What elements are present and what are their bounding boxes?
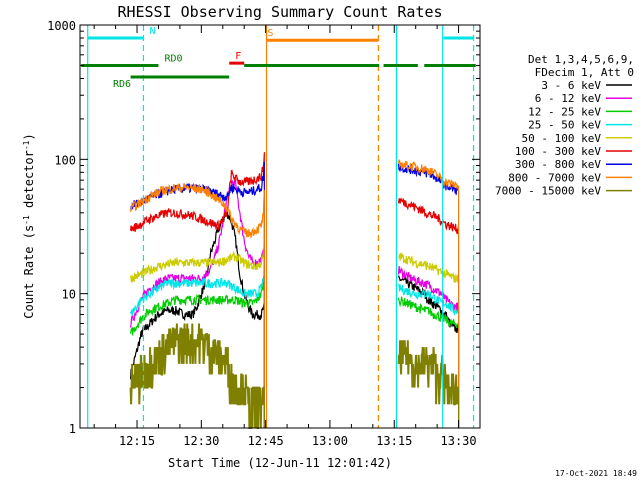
x-tick-label-3: 13:00 [312,434,348,448]
flag-label-n: N [149,26,155,37]
series-line-4-0 [130,244,265,283]
x-tick-label-1: 12:30 [183,434,219,448]
series-line-7-1 [397,159,459,190]
x-tick-label-2: 12:45 [248,434,284,448]
series-line-8-1 [397,340,460,406]
x-axis-label: Start Time (12-Jun-11 12:01:42) [168,456,392,470]
footer-timestamp: 17-Oct-2021 18:49 [555,469,637,478]
series-line-0-1 [397,275,459,334]
series-line-8-0 [129,323,265,429]
legend-label-0: 3 - 6 keV [541,79,601,92]
plot-area: N S F RD0 RD6 1 10 100 1000 12:15 12:30 12:45 13:00 1… [47,19,481,448]
axes-frame [79,24,481,429]
y-tick-label-0: 1 [69,422,76,436]
y-axis-label-sup2: -1 [22,140,31,150]
flag-label-f: F [235,51,241,62]
series-line-0-0 [130,210,265,380]
legend-label-7: 800 - 7000 keV [508,171,601,184]
legend-label-4: 50 - 100 keV [522,132,602,145]
legend: Det 1,3,4,5,6,9,FDecim 1, Att 03 - 6 keV… [495,53,634,198]
y-axis-label-mid: detector [22,150,36,215]
legend-label-1: 6 - 12 keV [535,92,602,105]
x-tick-label-4: 13:15 [376,434,412,448]
legend-header-1: FDecim 1, Att 0 [535,66,634,79]
series-line-3-1 [397,283,459,317]
legend-label-2: 12 - 25 keV [528,105,601,118]
series-line-2-0 [130,276,265,336]
chart-title: RHESSI Observing Summary Count Rates [117,3,442,21]
series-line-1-1 [397,265,459,312]
legend-label-8: 7000 - 15000 keV [495,185,601,198]
legend-label-6: 300 - 800 keV [515,158,601,171]
y-axis-label: Count Rate (s-1 detector-1) [22,133,37,318]
legend-label-5: 100 - 300 keV [515,145,601,158]
y-tick-label-2: 100 [54,153,76,167]
x-tick-label-0: 12:15 [119,434,155,448]
flag-label-s: S [267,28,273,39]
y-axis-label-main: Count Rate (s [22,225,36,319]
series-line-7-0 [130,183,265,239]
flag-label-rd6: RD6 [113,79,131,90]
series-line-5-0 [130,152,265,232]
flag-label-rd0: RD0 [164,53,182,64]
y-axis-label-end: ) [22,133,36,140]
y-tick-label-3: 1000 [47,19,76,33]
y-tick-label-1: 10 [62,288,76,302]
legend-label-3: 25 - 50 keV [528,119,601,132]
series-line-4-1 [398,252,459,284]
series-line-5-1 [397,197,459,235]
legend-header-0: Det 1,3,4,5,6,9, [528,53,634,66]
y-axis-label-sup1: -1 [22,215,31,225]
series-line-3-0 [130,265,265,317]
series-line-2-1 [397,296,459,329]
x-tick-label-5: 13:30 [441,434,477,448]
